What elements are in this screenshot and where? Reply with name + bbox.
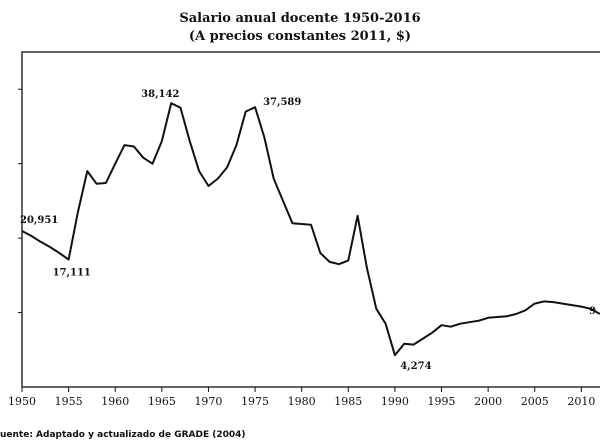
x-tick-label: 1955	[55, 395, 83, 408]
x-tick-label: 2005	[521, 395, 549, 408]
x-tick-label: 1995	[428, 395, 456, 408]
x-tick-label: 1960	[101, 395, 129, 408]
axes	[18, 51, 600, 388]
chart-subtitle: (A precios constantes 2011, $)	[189, 29, 411, 44]
plot-frame	[21, 51, 600, 388]
data-label: 9	[589, 306, 596, 317]
x-tick-label: 1965	[148, 395, 176, 408]
x-tick-label: 1985	[334, 395, 362, 408]
data-label: 4,274	[400, 361, 431, 372]
source-note: uente: Adaptado y actualizado de GRADE (…	[0, 430, 246, 440]
x-tick-label: 1980	[288, 395, 316, 408]
x-tick-label: 1990	[381, 395, 409, 408]
annotations: 20,951 17,111 38,142 37,589 4,274 9	[20, 89, 596, 372]
x-axis-ticks: 1950 1955 1960 1965 1970 1975 1980 1985 1990 1995…	[8, 387, 595, 408]
data-label: 20,951	[20, 215, 58, 226]
x-tick-label: 1950	[8, 395, 36, 408]
series-line	[21, 102, 600, 357]
data-label: 17,111	[53, 268, 91, 279]
x-tick-label: 1975	[241, 395, 269, 408]
x-tick-label: 1970	[194, 395, 222, 408]
chart-title: Salario anual docente 1950-2016	[179, 11, 420, 26]
x-tick-label: 2000	[474, 395, 502, 408]
data-label: 38,142	[141, 89, 179, 100]
series-group	[21, 102, 600, 357]
x-tick-label: 2010	[567, 395, 595, 408]
data-label: 37,589	[263, 97, 301, 108]
